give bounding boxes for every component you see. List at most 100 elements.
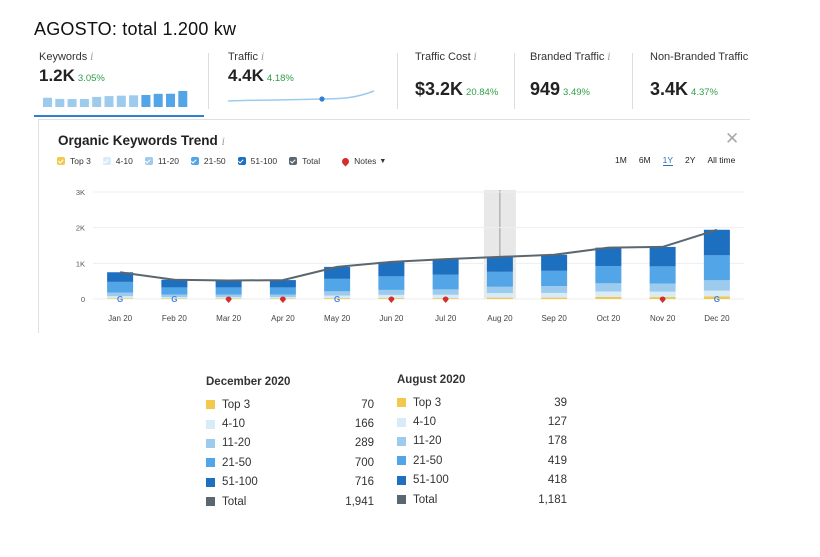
swatch-total <box>206 497 215 507</box>
bar-11-20 <box>486 286 513 294</box>
bar-11-20 <box>649 283 676 292</box>
row-label: 11-20 <box>222 437 251 450</box>
legend-item-51-100[interactable]: 51-100 <box>237 156 277 166</box>
google-update-icon: G <box>714 295 720 304</box>
info-icon[interactable]: i <box>607 52 611 63</box>
keywords-sparkbars <box>43 91 188 107</box>
row-value: 70 <box>361 398 374 411</box>
row-value: 178 <box>547 435 567 448</box>
x-tick-label: Nov 20 <box>650 314 676 323</box>
metric-traffic[interactable]: Traffic i 4.4K 4.18% <box>228 51 294 86</box>
metric-non-branded-traffic[interactable]: Non-Branded Traffic 3.4K 4.37% <box>650 51 748 100</box>
legend-item-4-10[interactable]: 4-10 <box>102 156 133 166</box>
bar-11-20 <box>324 291 351 296</box>
metric-branded-label: Branded Traffic <box>530 51 605 63</box>
x-tick-label: Apr 20 <box>271 314 295 323</box>
bar-21-50 <box>486 271 513 287</box>
range-1y[interactable]: 1Y <box>662 155 674 166</box>
table-december-2020: December 2020 Top 3 70 4-10 166 11-20 289 2… <box>206 376 374 511</box>
bar-4-10 <box>595 291 622 297</box>
metric-branded-traffic[interactable]: Branded Traffic i 949 3.49% <box>530 51 611 100</box>
table-row: Top 3 39 <box>397 393 567 412</box>
notes-dropdown[interactable]: Notes ▼ <box>340 156 387 166</box>
metric-branded-delta: 3.49% <box>563 87 590 98</box>
note-pin-icon <box>442 296 449 303</box>
range-2y[interactable]: 2Y <box>685 155 696 165</box>
sparkbar <box>116 95 126 107</box>
x-tick-label: Feb 20 <box>162 314 187 323</box>
row-label: 11-20 <box>413 435 442 448</box>
note-pin-icon <box>340 156 351 166</box>
row-value: 127 <box>547 416 567 429</box>
bar-51-100 <box>541 254 568 271</box>
chart-legend: Top 3 4-10 11-20 21-50 51-100 Total Note… <box>57 156 398 166</box>
table-row: 51-100 418 <box>397 471 567 490</box>
table-row: Top 3 70 <box>206 395 374 414</box>
row-label: Top 3 <box>222 398 251 411</box>
bar-top3 <box>324 298 351 299</box>
legend-label: 4-10 <box>115 156 133 166</box>
metric-traffic-cost[interactable]: Traffic Cost i $3.2K 20.84% <box>415 51 498 100</box>
close-icon[interactable]: ✕ <box>725 129 740 148</box>
checkbox-icon[interactable] <box>190 157 199 165</box>
panel-title: Organic Keywords Trend <box>58 133 218 148</box>
metric-traffic-cost-delta: 20.84% <box>466 87 499 98</box>
bar-21-50 <box>432 274 459 290</box>
legend-item-21-50[interactable]: 21-50 <box>190 156 226 166</box>
sparkbar <box>43 97 52 107</box>
legend-label: Total <box>302 156 321 166</box>
metric-traffic-label: Traffic <box>228 51 258 63</box>
chevron-down-icon: ▼ <box>379 157 387 165</box>
metric-keywords[interactable]: Keywords i 1.2K 3.05% <box>39 51 105 86</box>
metric-traffic-cost-value: $3.2K <box>415 79 464 99</box>
bar-21-50 <box>161 287 188 295</box>
legend-label: 21-50 <box>203 156 226 166</box>
swatch-4-10 <box>397 417 406 427</box>
checkbox-icon[interactable] <box>57 157 65 165</box>
bar-11-20 <box>161 294 188 298</box>
bar-4-10 <box>324 295 351 299</box>
metric-non-branded-delta: 4.37% <box>691 87 718 98</box>
bar-21-50 <box>215 287 242 295</box>
row-value: 418 <box>547 474 567 487</box>
bar-51-100 <box>432 259 459 275</box>
info-icon[interactable]: i <box>221 137 225 148</box>
sparkbar <box>92 96 102 107</box>
metric-branded-value: 949 <box>530 79 561 99</box>
checkbox-icon[interactable] <box>102 157 111 165</box>
legend-item-total[interactable]: Total <box>289 156 320 166</box>
metric-traffic-delta: 4.18% <box>266 73 294 84</box>
table-row: Total 1,181 <box>397 490 567 509</box>
info-icon[interactable]: i <box>90 52 94 63</box>
legend-item-11-20[interactable]: 11-20 <box>144 156 179 166</box>
table-title: August 2020 <box>397 374 466 386</box>
row-label: 51-100 <box>222 476 258 489</box>
row-value: 1,941 <box>345 495 374 508</box>
checkbox-icon[interactable] <box>237 157 246 165</box>
range-1m[interactable]: 1M <box>615 155 627 165</box>
active-metric-underline <box>34 115 204 117</box>
bar-21-50 <box>324 278 351 292</box>
sparkbar <box>153 93 163 107</box>
bar-4-10 <box>649 291 676 298</box>
info-icon[interactable]: i <box>473 52 477 63</box>
time-range-selector: 1M 6M 1Y 2Y All time <box>615 155 735 166</box>
metric-traffic-value: 4.4K <box>228 66 264 85</box>
row-label: 51-100 <box>413 474 449 487</box>
checkbox-icon[interactable] <box>144 157 153 165</box>
bar-4-10 <box>161 297 188 299</box>
checkbox-icon[interactable] <box>289 157 298 165</box>
range-all-time[interactable]: All time <box>707 155 736 165</box>
range-6m[interactable]: 6M <box>638 155 651 165</box>
swatch-21-50 <box>397 456 406 466</box>
legend-item-top3[interactable]: Top 3 <box>57 156 91 166</box>
sparkbar <box>178 91 188 107</box>
y-tick-label: 0 <box>81 295 85 304</box>
organic-keywords-chart: 0 1K 2K 3K Jan 20 Feb 20 Mar 20 Apr 20 May 20 Jun… <box>76 188 744 323</box>
table-august-2020: August 2020 Top 3 39 4-10 127 11-20 178 21-… <box>397 374 567 509</box>
bar-21-50 <box>269 287 296 295</box>
y-tick-label: 2K <box>76 224 85 233</box>
info-icon[interactable]: i <box>260 52 265 63</box>
legend-label: 11-20 <box>157 156 179 166</box>
total-line <box>119 228 718 282</box>
